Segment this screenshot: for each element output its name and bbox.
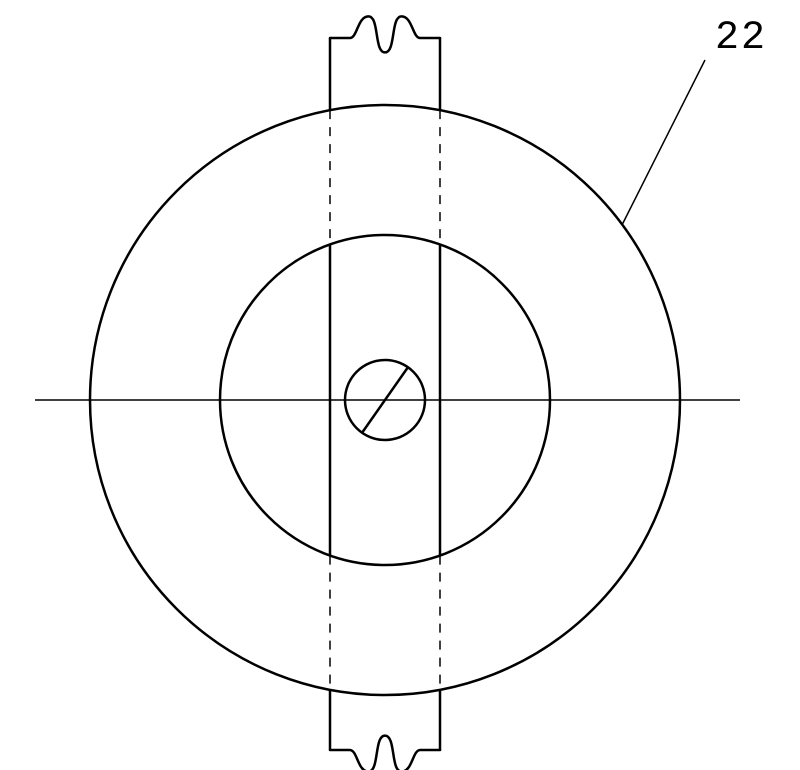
shaft-break-top	[330, 16, 440, 52]
technical-diagram: 22	[0, 0, 800, 770]
label-leader	[622, 60, 705, 225]
part-label-22: 22	[715, 16, 767, 61]
shaft-break-bottom	[330, 736, 440, 770]
